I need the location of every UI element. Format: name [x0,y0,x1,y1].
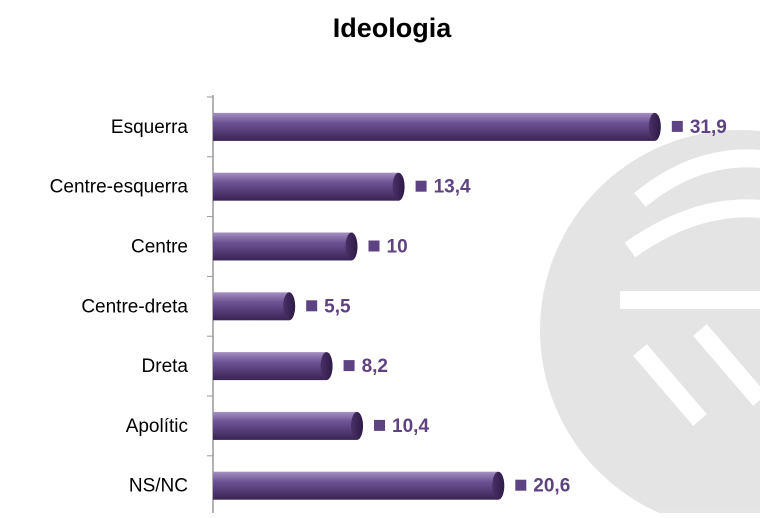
bar [213,292,290,321]
bar [213,411,358,440]
bar [213,471,499,500]
category-label: Apolític [126,416,188,437]
bar [213,172,399,201]
bar [213,352,327,381]
bar-cap [392,172,405,201]
bar [213,112,655,141]
value-label: 10,4 [392,416,429,437]
label-marker [368,240,380,252]
label-marker [343,360,355,372]
value-label: 5,5 [324,296,351,317]
bar-cap [648,112,661,141]
value-label: 31,9 [690,117,727,138]
label-marker [306,300,318,312]
bar-cap [283,292,296,321]
label-marker [374,419,386,431]
label-marker [415,180,427,192]
bar-cap [492,471,505,500]
chart-title: Ideologia [333,13,452,43]
watermark [540,130,760,518]
label-marker [671,120,683,132]
value-label: 13,4 [434,177,471,198]
value-label: 20,6 [533,476,570,497]
bar-cap [320,352,333,381]
category-label: Dreta [142,356,189,377]
bar-cap [351,411,364,440]
bar-cap [345,232,358,261]
category-label: Centre [131,237,188,258]
label-marker [515,479,527,491]
category-label: NS/NC [129,476,188,497]
value-label: 10 [387,237,408,258]
category-label: Centre-dreta [81,296,188,317]
category-label: Esquerra [111,117,189,138]
value-label: 8,2 [362,356,388,377]
bar [213,232,352,261]
category-label: Centre-esquerra [50,177,189,198]
